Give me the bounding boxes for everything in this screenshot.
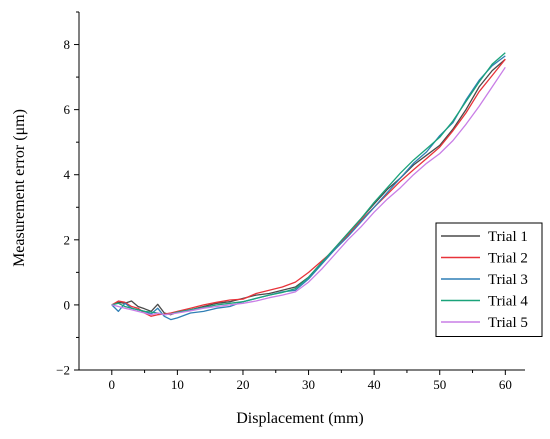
- y-tick-label: 2: [64, 232, 71, 247]
- tick-labels: 0 10 20 30 40 50 60 −2 0 2 4 6 8: [56, 37, 512, 392]
- series-line-trial-1: [111, 58, 506, 316]
- y-tick-label: 4: [64, 167, 71, 182]
- y-tick-label: 8: [64, 37, 71, 52]
- x-tick-label: 20: [236, 377, 249, 392]
- x-tick-label: 0: [109, 377, 116, 392]
- y-tick-label: 6: [64, 102, 71, 117]
- x-tick-label: 30: [302, 377, 315, 392]
- series-line-trial-5: [111, 66, 506, 316]
- series-line-trial-4: [111, 52, 506, 316]
- y-axis-title: Measurement error (μm): [11, 109, 28, 267]
- y-tick-label: −2: [56, 363, 70, 378]
- x-tick-label: 50: [433, 377, 446, 392]
- x-axis-title: Displacement (mm): [236, 410, 364, 427]
- series-line-trial-2: [111, 58, 506, 317]
- legend-label: Trial 1: [488, 229, 528, 245]
- plot-frame: [78, 12, 525, 371]
- x-tick-label: 10: [171, 377, 184, 392]
- legend-label: Trial 5: [488, 315, 528, 331]
- legend-label: Trial 4: [488, 294, 528, 310]
- legend-label: Trial 3: [488, 272, 528, 288]
- series-lines: [111, 52, 506, 321]
- legend-label: Trial 2: [488, 251, 528, 267]
- axis-ticks: [74, 11, 506, 375]
- y-tick-label: 0: [64, 297, 71, 312]
- x-tick-label: 40: [368, 377, 381, 392]
- legend: Trial 1 Trial 2 Trial 3 Trial 4 Trial 5: [435, 222, 543, 337]
- x-tick-label: 60: [499, 377, 512, 392]
